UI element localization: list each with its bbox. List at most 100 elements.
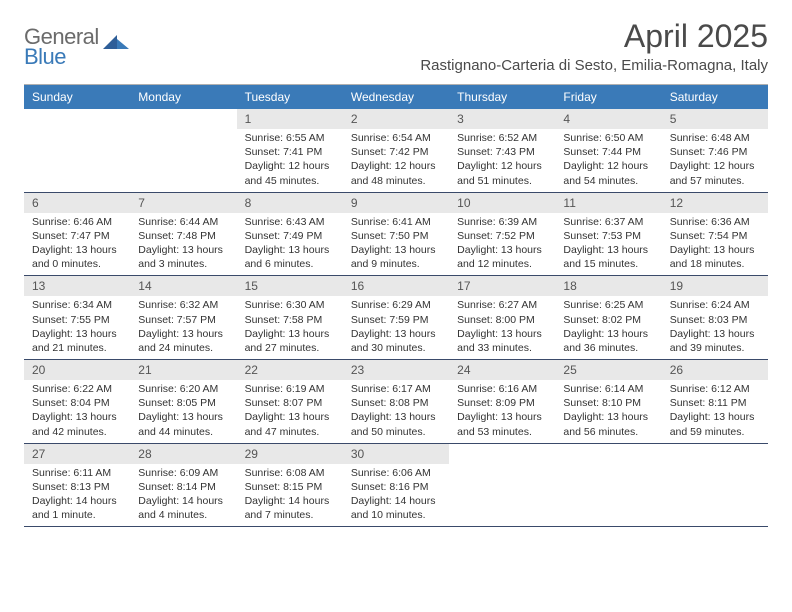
- weekday-header: Wednesday: [343, 85, 449, 109]
- day-info: Sunrise: 6:46 AMSunset: 7:47 PMDaylight:…: [24, 213, 130, 276]
- day-cell-empty: [449, 444, 555, 527]
- day-info: Sunrise: 6:54 AMSunset: 7:42 PMDaylight:…: [343, 129, 449, 192]
- day-cell: 28Sunrise: 6:09 AMSunset: 8:14 PMDayligh…: [130, 444, 236, 527]
- day-cell: 22Sunrise: 6:19 AMSunset: 8:07 PMDayligh…: [237, 360, 343, 443]
- day-cell: 23Sunrise: 6:17 AMSunset: 8:08 PMDayligh…: [343, 360, 449, 443]
- logo: General Blue: [24, 18, 129, 70]
- day-number: 8: [237, 193, 343, 213]
- week-row: 20Sunrise: 6:22 AMSunset: 8:04 PMDayligh…: [24, 360, 768, 444]
- day-number: 10: [449, 193, 555, 213]
- day-info: Sunrise: 6:37 AMSunset: 7:53 PMDaylight:…: [555, 213, 661, 276]
- weekday-header: Tuesday: [237, 85, 343, 109]
- day-cell: 11Sunrise: 6:37 AMSunset: 7:53 PMDayligh…: [555, 193, 661, 276]
- day-cell: 30Sunrise: 6:06 AMSunset: 8:16 PMDayligh…: [343, 444, 449, 527]
- week-row: 6Sunrise: 6:46 AMSunset: 7:47 PMDaylight…: [24, 193, 768, 277]
- day-cell: 13Sunrise: 6:34 AMSunset: 7:55 PMDayligh…: [24, 276, 130, 359]
- day-number: 21: [130, 360, 236, 380]
- day-info: Sunrise: 6:50 AMSunset: 7:44 PMDaylight:…: [555, 129, 661, 192]
- day-cell: 1Sunrise: 6:55 AMSunset: 7:41 PMDaylight…: [237, 109, 343, 192]
- day-number: 14: [130, 276, 236, 296]
- logo-mark-icon: [103, 35, 129, 57]
- day-number: 18: [555, 276, 661, 296]
- day-number: 23: [343, 360, 449, 380]
- day-info: Sunrise: 6:24 AMSunset: 8:03 PMDaylight:…: [662, 296, 768, 359]
- day-cell: 21Sunrise: 6:20 AMSunset: 8:05 PMDayligh…: [130, 360, 236, 443]
- day-cell: 27Sunrise: 6:11 AMSunset: 8:13 PMDayligh…: [24, 444, 130, 527]
- weekday-header: Friday: [555, 85, 661, 109]
- day-info: Sunrise: 6:22 AMSunset: 8:04 PMDaylight:…: [24, 380, 130, 443]
- day-number: 22: [237, 360, 343, 380]
- day-info: Sunrise: 6:44 AMSunset: 7:48 PMDaylight:…: [130, 213, 236, 276]
- weekday-header: Monday: [130, 85, 236, 109]
- day-number: 19: [662, 276, 768, 296]
- day-cell: 12Sunrise: 6:36 AMSunset: 7:54 PMDayligh…: [662, 193, 768, 276]
- day-cell-empty: [555, 444, 661, 527]
- title-block: April 2025 Rastignano-Carteria di Sesto,…: [420, 18, 768, 74]
- day-number: 6: [24, 193, 130, 213]
- day-cell: 4Sunrise: 6:50 AMSunset: 7:44 PMDaylight…: [555, 109, 661, 192]
- weekday-header: Thursday: [449, 85, 555, 109]
- week-row: 1Sunrise: 6:55 AMSunset: 7:41 PMDaylight…: [24, 109, 768, 193]
- day-cell: 10Sunrise: 6:39 AMSunset: 7:52 PMDayligh…: [449, 193, 555, 276]
- day-number: 12: [662, 193, 768, 213]
- day-number: 7: [130, 193, 236, 213]
- calendar: SundayMondayTuesdayWednesdayThursdayFrid…: [24, 84, 768, 527]
- day-cell: 26Sunrise: 6:12 AMSunset: 8:11 PMDayligh…: [662, 360, 768, 443]
- day-cell: 3Sunrise: 6:52 AMSunset: 7:43 PMDaylight…: [449, 109, 555, 192]
- day-cell: 7Sunrise: 6:44 AMSunset: 7:48 PMDaylight…: [130, 193, 236, 276]
- day-info: Sunrise: 6:48 AMSunset: 7:46 PMDaylight:…: [662, 129, 768, 192]
- day-info: Sunrise: 6:39 AMSunset: 7:52 PMDaylight:…: [449, 213, 555, 276]
- day-number: 5: [662, 109, 768, 129]
- day-cell: 29Sunrise: 6:08 AMSunset: 8:15 PMDayligh…: [237, 444, 343, 527]
- day-cell: 8Sunrise: 6:43 AMSunset: 7:49 PMDaylight…: [237, 193, 343, 276]
- day-info: Sunrise: 6:17 AMSunset: 8:08 PMDaylight:…: [343, 380, 449, 443]
- day-cell: 5Sunrise: 6:48 AMSunset: 7:46 PMDaylight…: [662, 109, 768, 192]
- day-number: 3: [449, 109, 555, 129]
- day-number: 11: [555, 193, 661, 213]
- day-number: 25: [555, 360, 661, 380]
- day-number: 16: [343, 276, 449, 296]
- day-number: 27: [24, 444, 130, 464]
- day-cell: 25Sunrise: 6:14 AMSunset: 8:10 PMDayligh…: [555, 360, 661, 443]
- location-subtitle: Rastignano-Carteria di Sesto, Emilia-Rom…: [420, 57, 768, 74]
- day-info: Sunrise: 6:52 AMSunset: 7:43 PMDaylight:…: [449, 129, 555, 192]
- weekday-header: Saturday: [662, 85, 768, 109]
- day-number: 1: [237, 109, 343, 129]
- day-info: Sunrise: 6:32 AMSunset: 7:57 PMDaylight:…: [130, 296, 236, 359]
- day-cell: 16Sunrise: 6:29 AMSunset: 7:59 PMDayligh…: [343, 276, 449, 359]
- day-number: 26: [662, 360, 768, 380]
- day-number: 2: [343, 109, 449, 129]
- day-number: 13: [24, 276, 130, 296]
- page-title: April 2025: [420, 18, 768, 55]
- day-info: Sunrise: 6:12 AMSunset: 8:11 PMDaylight:…: [662, 380, 768, 443]
- header: General Blue April 2025 Rastignano-Carte…: [24, 18, 768, 74]
- day-cell: 17Sunrise: 6:27 AMSunset: 8:00 PMDayligh…: [449, 276, 555, 359]
- day-cell: 9Sunrise: 6:41 AMSunset: 7:50 PMDaylight…: [343, 193, 449, 276]
- day-cell: 2Sunrise: 6:54 AMSunset: 7:42 PMDaylight…: [343, 109, 449, 192]
- day-info: Sunrise: 6:29 AMSunset: 7:59 PMDaylight:…: [343, 296, 449, 359]
- day-info: Sunrise: 6:06 AMSunset: 8:16 PMDaylight:…: [343, 464, 449, 527]
- day-info: Sunrise: 6:20 AMSunset: 8:05 PMDaylight:…: [130, 380, 236, 443]
- day-cell-empty: [24, 109, 130, 192]
- day-info: Sunrise: 6:41 AMSunset: 7:50 PMDaylight:…: [343, 213, 449, 276]
- day-info: Sunrise: 6:16 AMSunset: 8:09 PMDaylight:…: [449, 380, 555, 443]
- day-cell: 20Sunrise: 6:22 AMSunset: 8:04 PMDayligh…: [24, 360, 130, 443]
- day-info: Sunrise: 6:34 AMSunset: 7:55 PMDaylight:…: [24, 296, 130, 359]
- day-info: Sunrise: 6:25 AMSunset: 8:02 PMDaylight:…: [555, 296, 661, 359]
- day-cell-empty: [662, 444, 768, 527]
- day-number: 4: [555, 109, 661, 129]
- day-number: 20: [24, 360, 130, 380]
- day-cell: 6Sunrise: 6:46 AMSunset: 7:47 PMDaylight…: [24, 193, 130, 276]
- day-info: Sunrise: 6:36 AMSunset: 7:54 PMDaylight:…: [662, 213, 768, 276]
- day-number: 9: [343, 193, 449, 213]
- day-info: Sunrise: 6:08 AMSunset: 8:15 PMDaylight:…: [237, 464, 343, 527]
- day-number: 28: [130, 444, 236, 464]
- day-cell: 15Sunrise: 6:30 AMSunset: 7:58 PMDayligh…: [237, 276, 343, 359]
- weekday-header-row: SundayMondayTuesdayWednesdayThursdayFrid…: [24, 85, 768, 109]
- day-number: 24: [449, 360, 555, 380]
- day-info: Sunrise: 6:14 AMSunset: 8:10 PMDaylight:…: [555, 380, 661, 443]
- day-info: Sunrise: 6:27 AMSunset: 8:00 PMDaylight:…: [449, 296, 555, 359]
- day-info: Sunrise: 6:09 AMSunset: 8:14 PMDaylight:…: [130, 464, 236, 527]
- day-cell: 19Sunrise: 6:24 AMSunset: 8:03 PMDayligh…: [662, 276, 768, 359]
- day-info: Sunrise: 6:11 AMSunset: 8:13 PMDaylight:…: [24, 464, 130, 527]
